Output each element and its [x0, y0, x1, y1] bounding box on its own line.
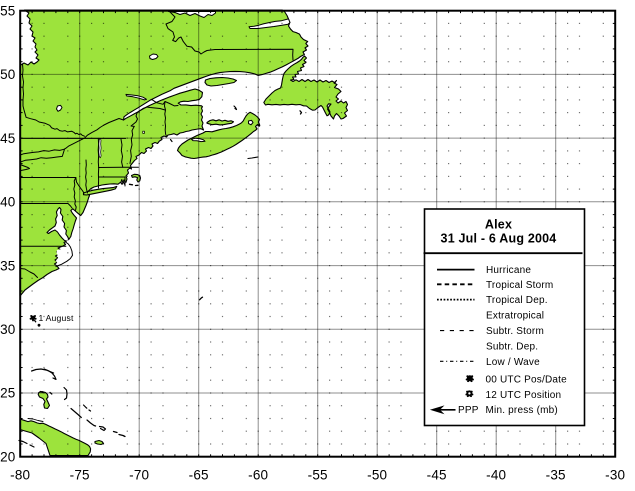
svg-text:Min. press (mb): Min. press (mb): [486, 405, 558, 416]
svg-text:1 August: 1 August: [39, 313, 74, 323]
svg-text:45: 45: [0, 131, 15, 146]
svg-text:55: 55: [0, 4, 15, 19]
svg-text:-55: -55: [308, 467, 328, 482]
svg-text:20: 20: [0, 450, 15, 465]
svg-text:-80: -80: [10, 467, 30, 482]
svg-text:-40: -40: [486, 467, 506, 482]
svg-text:12 UTC Position: 12 UTC Position: [486, 390, 562, 401]
svg-text:30: 30: [0, 322, 15, 337]
svg-text:35: 35: [0, 258, 15, 273]
svg-text:-75: -75: [70, 467, 90, 482]
svg-text:-45: -45: [427, 467, 447, 482]
svg-text:Subtr. Storm: Subtr. Storm: [486, 326, 544, 337]
svg-text:40: 40: [0, 195, 15, 210]
svg-text:-50: -50: [367, 467, 387, 482]
svg-text:31 Jul - 6 Aug 2004: 31 Jul - 6 Aug 2004: [441, 232, 557, 246]
svg-text:-30: -30: [605, 467, 625, 482]
svg-text:50: 50: [0, 67, 15, 82]
svg-text:PPP: PPP: [458, 405, 479, 416]
svg-text:Low / Wave: Low / Wave: [486, 357, 540, 368]
svg-text:00 UTC Pos/Date: 00 UTC Pos/Date: [486, 375, 568, 386]
svg-text:-35: -35: [546, 467, 566, 482]
svg-text:Extratropical: Extratropical: [486, 310, 544, 321]
svg-text:Tropical Dep.: Tropical Dep.: [486, 295, 548, 306]
svg-text:-70: -70: [129, 467, 149, 482]
svg-text:-60: -60: [248, 467, 268, 482]
svg-text:Subtr. Dep.: Subtr. Dep.: [486, 342, 538, 353]
svg-text:Hurricane: Hurricane: [486, 265, 531, 276]
svg-text:-65: -65: [189, 467, 209, 482]
svg-text:Alex: Alex: [485, 218, 512, 232]
svg-text:25: 25: [0, 386, 15, 401]
svg-text:Tropical Storm: Tropical Storm: [486, 280, 553, 291]
